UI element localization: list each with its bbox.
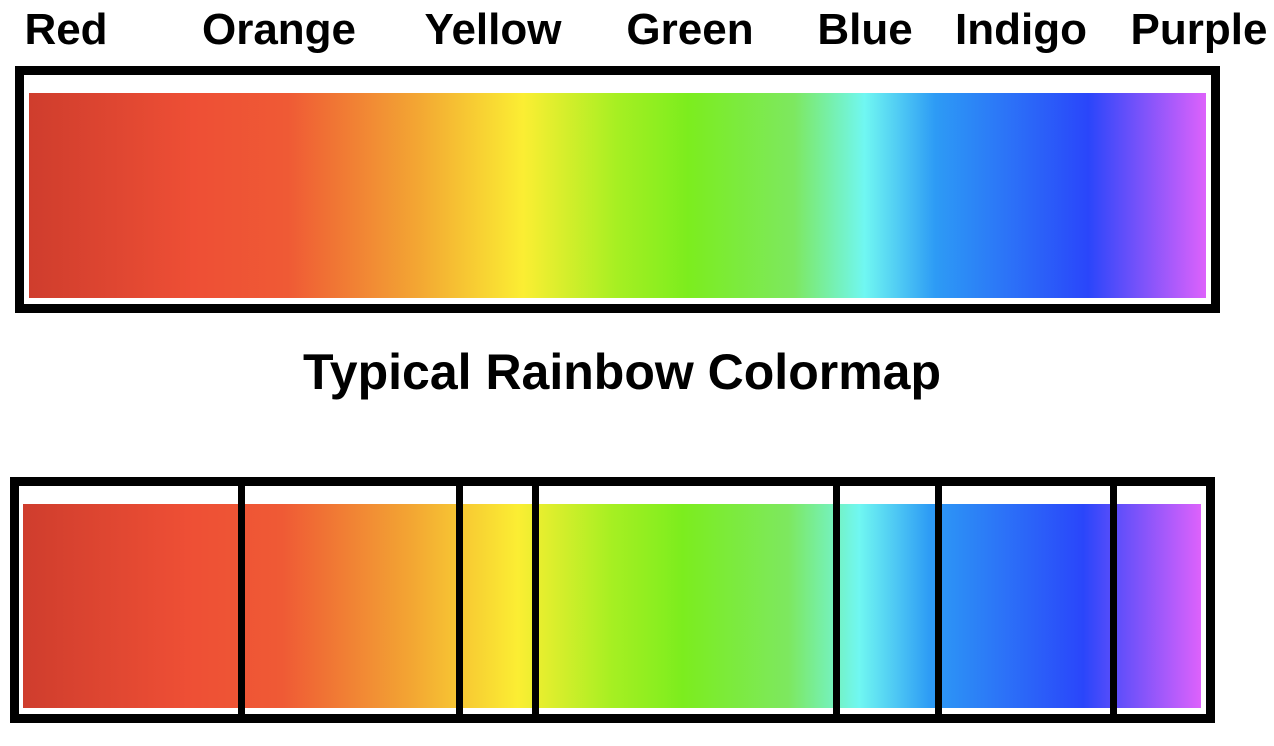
colormap-caption: Typical Rainbow Colormap [302, 344, 942, 400]
continuous-colormap-frame [15, 66, 1220, 313]
banded-colormap-bar [23, 486, 1201, 714]
label-blue: Blue [817, 5, 913, 54]
band-divider [237, 486, 245, 714]
label-orange: Orange [201, 5, 357, 54]
band-divider [935, 486, 943, 714]
band-divider [455, 486, 463, 714]
label-purple: Purple [1130, 5, 1268, 54]
label-indigo: Indigo [955, 5, 1087, 54]
label-green: Green [626, 5, 754, 54]
banded-colormap-frame [10, 477, 1215, 723]
band-divider [832, 486, 840, 714]
band-divider [532, 486, 540, 714]
label-yellow: Yellow [424, 5, 562, 54]
label-red: Red [24, 5, 108, 54]
band-divider [1109, 486, 1117, 714]
continuous-colormap-bar [29, 93, 1206, 298]
